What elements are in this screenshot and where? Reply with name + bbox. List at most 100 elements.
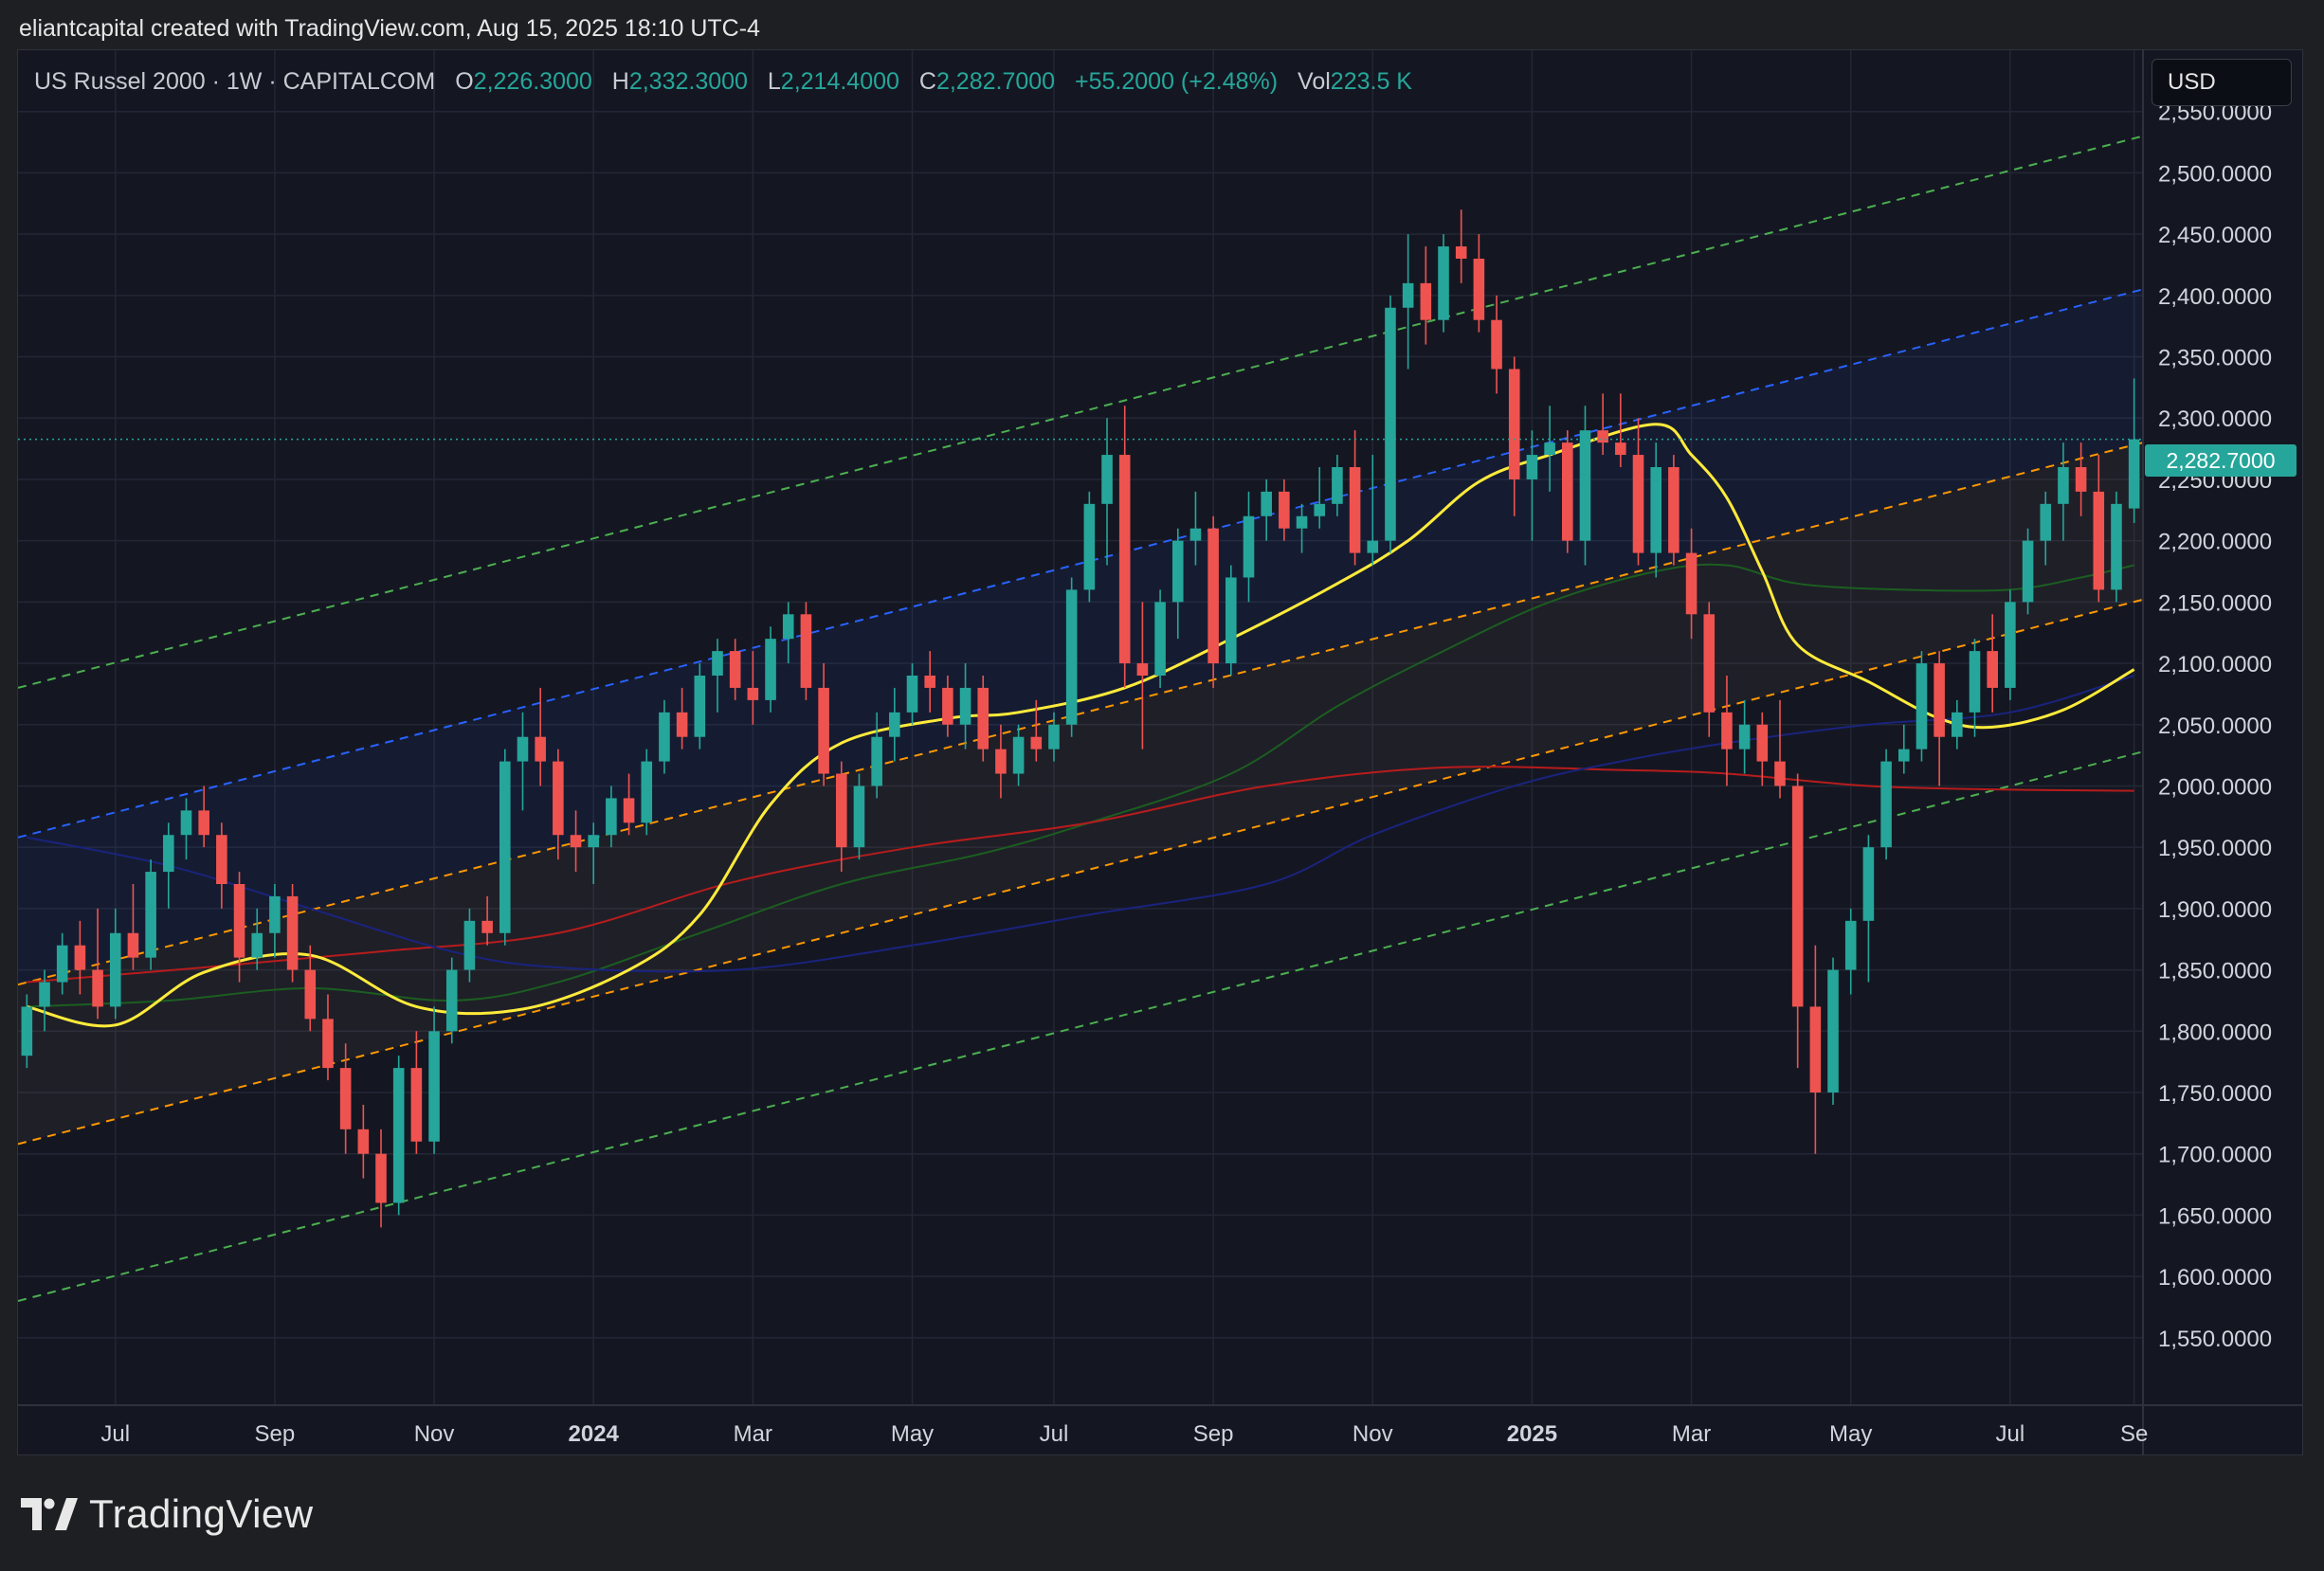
candle <box>56 932 68 995</box>
candle <box>445 957 458 1044</box>
candle-body <box>392 1068 405 1203</box>
price-tick-label: 2,150.0000 <box>2158 590 2272 616</box>
candle-body <box>818 687 829 774</box>
candle-body <box>1632 455 1644 553</box>
candle-body <box>1296 515 1308 529</box>
candle <box>1862 835 1875 983</box>
channel-line-outer-lower <box>18 750 2143 1302</box>
candle <box>1118 406 1131 688</box>
candle-body <box>1987 651 1998 688</box>
candle <box>1952 699 1963 749</box>
candle-body <box>251 932 263 958</box>
candle <box>1367 455 1379 566</box>
candle-body <box>924 676 935 688</box>
legend-low: 2,214.4000 <box>780 68 899 95</box>
legend-close-label: C <box>918 68 936 95</box>
candle <box>623 773 635 836</box>
candle <box>375 1129 387 1228</box>
price-chart[interactable]: 1,550.0000 1,600.0000 1,650.0000 1,700.0000… <box>18 50 2302 1454</box>
candle-body <box>553 761 564 836</box>
candle <box>1314 467 1326 529</box>
candle <box>21 994 33 1069</box>
candle-body <box>1526 455 1538 479</box>
candle <box>800 602 812 700</box>
candle-body <box>1668 467 1679 553</box>
candle <box>1809 945 1822 1154</box>
legend-high-label: H <box>611 68 629 95</box>
candle-body <box>641 761 653 823</box>
time-tick-label: Jul <box>1040 1421 1069 1447</box>
currency-button[interactable]: USD <box>2152 59 2292 106</box>
candle-body <box>2128 439 2140 509</box>
candle-body <box>1685 552 1698 615</box>
candle-body <box>428 1031 440 1142</box>
candle <box>747 651 759 725</box>
candle <box>392 1056 405 1216</box>
candle-body <box>977 687 990 749</box>
candle <box>1579 406 1591 566</box>
time-tick-label: May <box>891 1421 934 1447</box>
candle <box>517 712 529 811</box>
candle-body <box>747 687 759 700</box>
candle <box>1048 712 1060 762</box>
candle-body <box>1420 282 1432 320</box>
candle-body <box>145 872 156 958</box>
candle <box>818 663 829 786</box>
candle <box>1791 773 1804 1069</box>
candle-body <box>765 639 776 700</box>
candle <box>1934 651 1945 786</box>
moving-average-line <box>27 675 2134 973</box>
candle-body <box>375 1153 387 1203</box>
moving-average-line <box>27 563 2134 1008</box>
candle-body <box>499 761 511 933</box>
candle-body <box>233 884 245 958</box>
legend-vol-label: Vol <box>1298 68 1331 95</box>
candle-body <box>906 676 918 713</box>
chart-frame[interactable]: 1,550.0000 1,600.0000 1,650.0000 1,700.0000… <box>17 49 2303 1455</box>
candle-body <box>1065 589 1078 725</box>
candle-body <box>1012 736 1025 774</box>
price-tick-label: 1,600.0000 <box>2158 1265 2272 1291</box>
candle <box>216 822 227 909</box>
candle-body <box>1367 540 1379 553</box>
time-tick-label: May <box>1829 1421 1872 1447</box>
candle <box>163 822 174 909</box>
candle-body <box>1544 442 1555 456</box>
candle <box>1279 479 1290 541</box>
candle <box>1101 418 1113 566</box>
candle <box>1827 957 1839 1105</box>
candle <box>1915 651 1928 762</box>
candle-body <box>1083 503 1096 590</box>
legend-vol: 223.5 K <box>1330 68 1412 95</box>
candle <box>1296 503 1308 553</box>
candle-body <box>1261 491 1272 516</box>
candle-body <box>1332 467 1343 504</box>
candle <box>853 773 865 860</box>
candle-body <box>1650 467 1662 553</box>
moving-average-line <box>27 766 2134 984</box>
candle <box>1332 455 1343 516</box>
candle <box>588 822 600 884</box>
price-tick-label: 1,650.0000 <box>2158 1203 2272 1229</box>
candle <box>2111 491 2122 603</box>
candle <box>1544 406 1555 492</box>
tradingview-brand[interactable]: TradingView <box>21 1488 314 1541</box>
candle <box>1136 602 1149 749</box>
candle-body <box>1934 663 1945 737</box>
candles-layer <box>21 209 2140 1228</box>
time-tick-label: 2025 <box>1507 1421 1557 1447</box>
candle <box>2128 378 2140 524</box>
time-tick-label: Mar <box>1672 1421 1711 1447</box>
legend-symbol: US Russel 2000 · 1W · CAPITALCOM <box>34 68 436 95</box>
candle <box>1597 393 1608 456</box>
candle-body <box>1189 528 1202 541</box>
candle-body <box>729 651 741 688</box>
candle <box>1083 491 1096 603</box>
candle-body <box>1455 246 1467 259</box>
candle <box>1189 491 1202 566</box>
candle-body <box>1756 724 1769 762</box>
candle-body <box>1791 786 1804 1007</box>
candle <box>1154 589 1166 688</box>
candle <box>1668 455 1679 566</box>
candle <box>109 908 121 1020</box>
